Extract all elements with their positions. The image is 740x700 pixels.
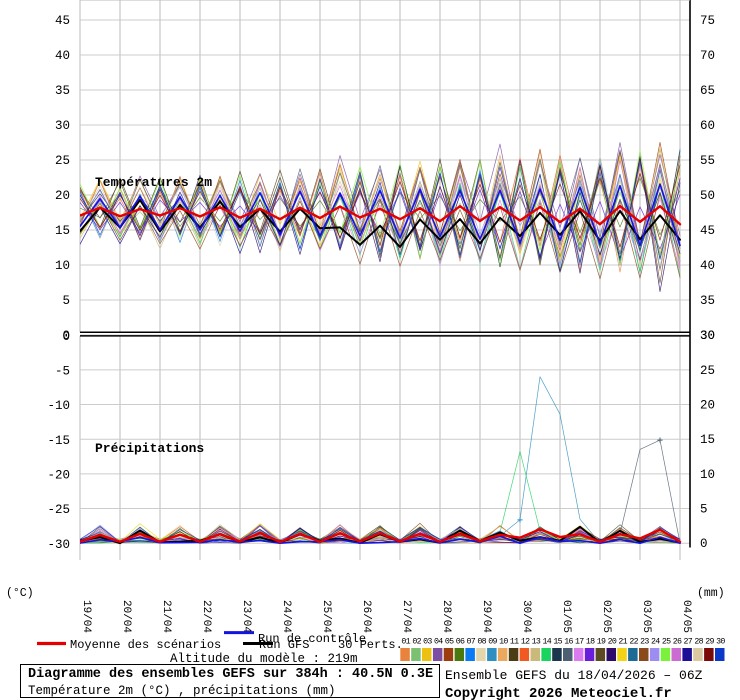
svg-text:29: 29 bbox=[705, 638, 714, 647]
svg-text:02: 02 bbox=[412, 638, 421, 647]
svg-text:12: 12 bbox=[521, 638, 530, 647]
svg-text:04: 04 bbox=[434, 638, 443, 647]
svg-text:02/05: 02/05 bbox=[600, 600, 612, 633]
svg-text:30/04: 30/04 bbox=[520, 600, 532, 633]
svg-text:20/04: 20/04 bbox=[120, 600, 132, 633]
svg-text:-15: -15 bbox=[47, 434, 70, 448]
svg-text:10: 10 bbox=[55, 259, 70, 273]
svg-text:09: 09 bbox=[488, 638, 497, 647]
svg-text:10: 10 bbox=[700, 468, 715, 482]
svg-text:-25: -25 bbox=[47, 503, 70, 517]
svg-text:01/05: 01/05 bbox=[560, 600, 572, 633]
svg-text:27: 27 bbox=[684, 638, 693, 647]
svg-text:13: 13 bbox=[532, 638, 541, 647]
svg-text:25/04: 25/04 bbox=[320, 600, 332, 633]
svg-text:07: 07 bbox=[467, 638, 476, 647]
svg-text:Run GFS: Run GFS bbox=[259, 638, 309, 652]
svg-text:30: 30 bbox=[55, 119, 70, 133]
svg-text:24/04: 24/04 bbox=[280, 600, 292, 633]
svg-text:15: 15 bbox=[553, 638, 562, 647]
svg-text:06: 06 bbox=[456, 638, 465, 647]
svg-text:45: 45 bbox=[55, 14, 70, 28]
svg-text:16: 16 bbox=[564, 638, 573, 647]
svg-text:27/04: 27/04 bbox=[400, 600, 412, 633]
svg-text:-10: -10 bbox=[47, 399, 70, 413]
svg-text:28: 28 bbox=[694, 638, 703, 647]
svg-text:-5: -5 bbox=[55, 365, 70, 379]
svg-text:22: 22 bbox=[629, 638, 638, 647]
svg-text:23: 23 bbox=[640, 638, 649, 647]
svg-text:26/04: 26/04 bbox=[360, 600, 372, 633]
svg-text:30: 30 bbox=[716, 638, 725, 647]
svg-text:29/04: 29/04 bbox=[480, 600, 492, 633]
svg-text:19/04: 19/04 bbox=[80, 600, 92, 633]
svg-text:10: 10 bbox=[499, 638, 508, 647]
svg-text:5: 5 bbox=[62, 294, 70, 308]
svg-text:(°C): (°C) bbox=[6, 587, 34, 600]
svg-text:50: 50 bbox=[700, 189, 715, 203]
svg-text:45: 45 bbox=[700, 224, 715, 238]
svg-text:22/04: 22/04 bbox=[200, 600, 212, 633]
svg-text:Précipitations: Précipitations bbox=[95, 441, 204, 456]
svg-text:21/04: 21/04 bbox=[160, 600, 172, 633]
svg-text:03/05: 03/05 bbox=[640, 600, 652, 633]
svg-text:25: 25 bbox=[55, 154, 70, 168]
svg-text:18: 18 bbox=[586, 638, 595, 647]
svg-text:15: 15 bbox=[700, 433, 715, 447]
svg-text:26: 26 bbox=[673, 638, 682, 647]
svg-text:03: 03 bbox=[423, 638, 432, 647]
svg-text:17: 17 bbox=[575, 638, 584, 647]
svg-text:20: 20 bbox=[700, 399, 715, 413]
svg-text:08: 08 bbox=[477, 638, 486, 647]
svg-text:35: 35 bbox=[55, 84, 70, 98]
svg-text:05: 05 bbox=[445, 638, 454, 647]
svg-text:25: 25 bbox=[700, 364, 715, 378]
svg-text:65: 65 bbox=[700, 84, 715, 98]
svg-text:40: 40 bbox=[55, 49, 70, 63]
svg-text:0: 0 bbox=[62, 330, 70, 344]
svg-text:35: 35 bbox=[700, 294, 715, 308]
svg-text:60: 60 bbox=[700, 119, 715, 133]
svg-text:30 Perts.: 30 Perts. bbox=[338, 638, 403, 652]
svg-text:5: 5 bbox=[700, 503, 708, 517]
svg-text:(mm): (mm) bbox=[697, 587, 725, 600]
svg-text:55: 55 bbox=[700, 154, 715, 168]
svg-text:25: 25 bbox=[662, 638, 671, 647]
svg-text:Moyenne des scénarios: Moyenne des scénarios bbox=[70, 638, 221, 652]
svg-text:21: 21 bbox=[618, 638, 627, 647]
svg-text:15: 15 bbox=[55, 224, 70, 238]
svg-text:28/04: 28/04 bbox=[440, 600, 452, 633]
svg-text:0: 0 bbox=[700, 537, 708, 551]
svg-text:-30: -30 bbox=[47, 538, 70, 552]
svg-text:75: 75 bbox=[700, 14, 715, 28]
svg-text:19: 19 bbox=[597, 638, 606, 647]
svg-text:40: 40 bbox=[700, 259, 715, 273]
svg-text:01: 01 bbox=[401, 638, 410, 647]
svg-text:20: 20 bbox=[55, 189, 70, 203]
svg-text:23/04: 23/04 bbox=[240, 600, 252, 633]
svg-text:24: 24 bbox=[651, 638, 660, 647]
svg-text:11: 11 bbox=[510, 638, 519, 647]
svg-text:-20: -20 bbox=[47, 469, 70, 483]
svg-text:70: 70 bbox=[700, 49, 715, 63]
svg-text:Températures 2m: Températures 2m bbox=[95, 175, 212, 190]
svg-text:14: 14 bbox=[543, 638, 552, 647]
svg-text:30: 30 bbox=[700, 329, 715, 343]
svg-text:20: 20 bbox=[608, 638, 617, 647]
svg-text:04/05: 04/05 bbox=[680, 600, 692, 633]
